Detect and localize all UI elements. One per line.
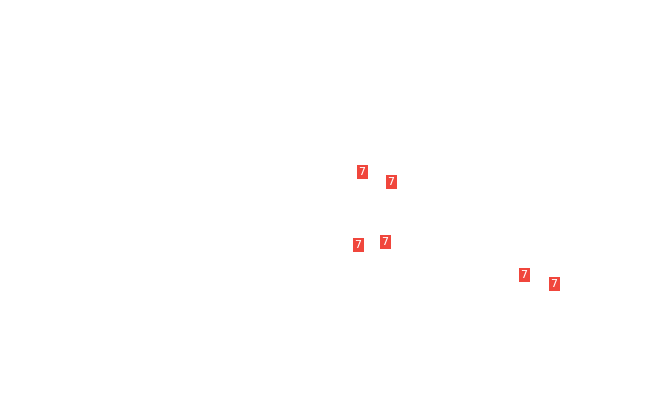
map-marker[interactable]: 7 bbox=[353, 238, 364, 252]
map-marker[interactable]: 7 bbox=[386, 175, 397, 189]
map-marker[interactable]: 7 bbox=[380, 235, 391, 249]
map-marker[interactable]: 7 bbox=[519, 268, 530, 282]
map-marker[interactable]: 7 bbox=[357, 165, 368, 179]
map-marker[interactable]: 7 bbox=[549, 277, 560, 291]
